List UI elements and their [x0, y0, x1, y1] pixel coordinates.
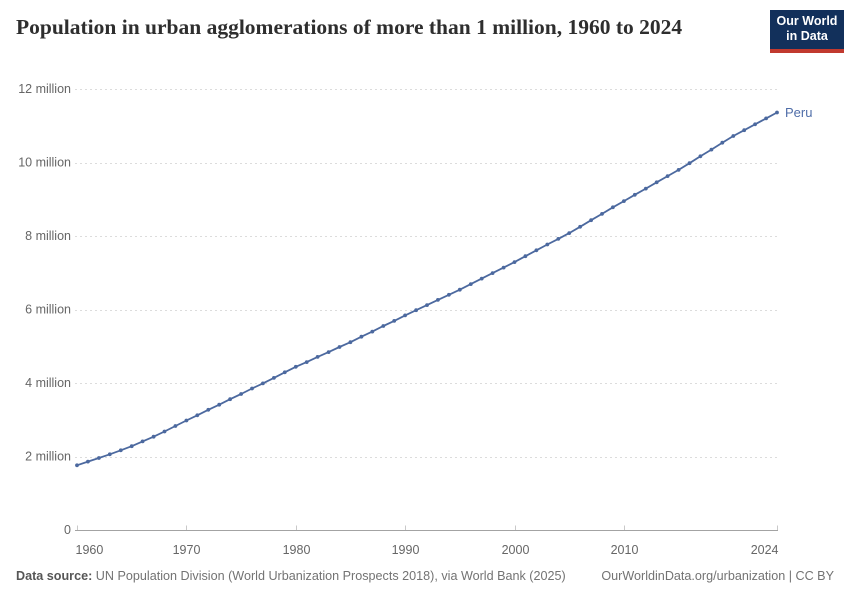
chart-title: Population in urban agglomerations of mo…: [16, 15, 683, 39]
gridlines: [75, 89, 778, 458]
y-tick-label: 12 million: [18, 82, 71, 96]
data-source-note: Data source: UN Population Division (Wor…: [16, 569, 566, 583]
x-tick-label: 1980: [283, 543, 311, 557]
y-tick-label: 6 million: [25, 303, 71, 317]
owid-logo-red-bar: [770, 49, 844, 53]
owid-logo[interactable]: Our World in Data: [770, 10, 844, 53]
data-source-label: Data source:: [16, 569, 93, 583]
chart-footer: Data source: UN Population Division (Wor…: [16, 569, 834, 583]
x-tick-label: 1970: [173, 543, 201, 557]
y-tick-label: 0: [64, 523, 71, 537]
owid-url-license[interactable]: OurWorldinData.org/urbanization | CC BY: [601, 569, 834, 583]
y-tick-label: 8 million: [25, 229, 71, 243]
y-tick-label: 10 million: [18, 156, 71, 170]
peru-line-markers: [75, 110, 779, 468]
series-label-peru: Peru: [785, 105, 812, 120]
data-source-text: UN Population Division (World Urbanizati…: [92, 569, 566, 583]
y-tick-label: 2 million: [25, 450, 71, 464]
x-axis: 1960 1970 1980 1990 2000 2010 2024: [76, 525, 779, 557]
x-tick-label: 2000: [502, 543, 530, 557]
x-tick-label: 2010: [611, 543, 639, 557]
x-tick-label: 1990: [392, 543, 420, 557]
y-axis-labels: 0 2 million 4 million 6 million 8 million 10 …: [18, 82, 71, 537]
x-tick-label: 2024: [751, 543, 779, 557]
owid-logo-line1: Our World: [776, 14, 838, 28]
owid-logo-line2: in Data: [786, 29, 828, 43]
y-tick-label: 4 million: [25, 376, 71, 390]
x-tick-label: 1960: [76, 543, 104, 557]
owid-logo-text: Our World in Data: [770, 10, 844, 49]
peru-line: [76, 111, 778, 467]
